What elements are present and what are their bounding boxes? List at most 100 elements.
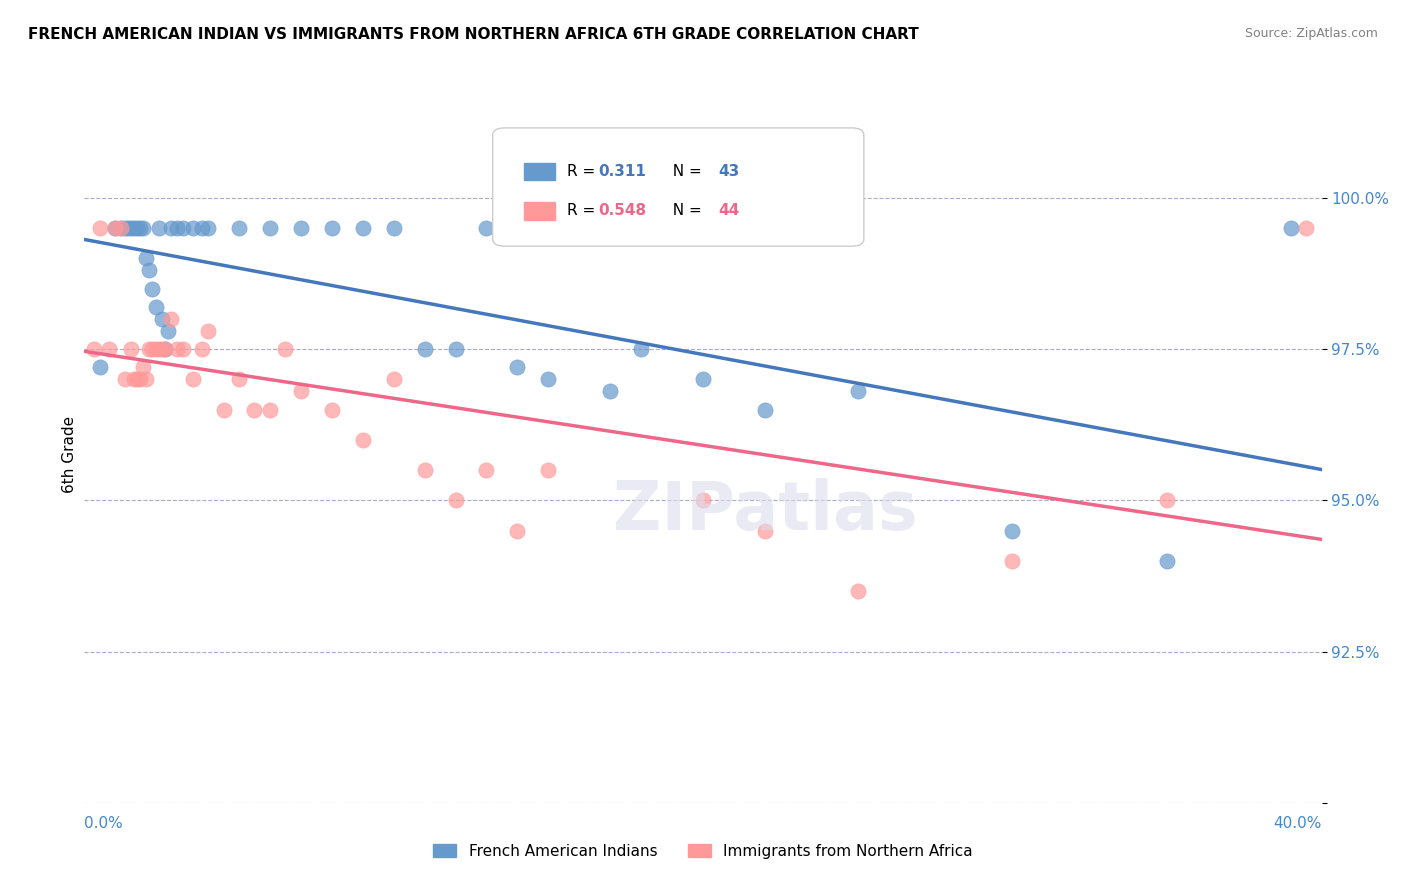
Point [135,372,157,386]
Point [754,524,776,538]
Text: 0.311: 0.311 [598,163,645,178]
Bar [523,162,554,180]
Point [153,342,176,356]
Point [506,360,529,375]
Bar [523,202,554,219]
Point [114,372,136,386]
Point [172,342,194,356]
Text: N =: N = [664,163,707,178]
Point [259,402,281,417]
Point [290,384,312,399]
Point [160,311,183,326]
Point [166,221,188,235]
Point [148,342,170,356]
Point [145,342,167,356]
Point [132,360,155,375]
Point [141,342,163,356]
Point [228,372,250,386]
Point [138,263,160,277]
Point [110,221,132,235]
Point [166,342,188,356]
Point [1001,524,1024,538]
Point [1295,221,1317,235]
Point [129,372,152,386]
Point [104,221,127,235]
Point [120,221,142,235]
Point [382,372,405,386]
Text: N =: N = [664,203,707,219]
Point [506,524,529,538]
Point [413,342,436,356]
Text: FRENCH AMERICAN INDIAN VS IMMIGRANTS FROM NORTHERN AFRICA 6TH GRADE CORRELATION : FRENCH AMERICAN INDIAN VS IMMIGRANTS FRO… [28,27,920,42]
Text: 0.0%: 0.0% [84,816,124,831]
Point [537,463,560,477]
Point [382,221,405,235]
Point [754,402,776,417]
Point [1279,221,1302,235]
Text: ZIPatlas: ZIPatlas [613,477,917,543]
Point [148,221,170,235]
Point [104,221,127,235]
Point [129,221,152,235]
Point [321,402,343,417]
Point [120,342,142,356]
Point [141,281,163,295]
Point [259,221,281,235]
Point [475,221,498,235]
Text: R =: R = [567,203,600,219]
Text: 43: 43 [718,163,740,178]
Point [135,252,157,266]
Point [1156,554,1178,568]
Point [1156,493,1178,508]
Point [630,342,652,356]
Point [125,221,148,235]
Point [125,372,148,386]
Point [228,221,250,235]
Text: 0.548: 0.548 [598,203,645,219]
Point [114,221,136,235]
Point [352,433,374,447]
Point [846,384,869,399]
Point [132,221,155,235]
Point [444,493,467,508]
Point [444,342,467,356]
Point [138,342,160,356]
Point [475,463,498,477]
Point [156,324,179,338]
Point [153,342,176,356]
Point [274,342,297,356]
Point [110,221,132,235]
Point [692,372,714,386]
Text: 40.0%: 40.0% [1274,816,1322,831]
Point [290,221,312,235]
Point [352,221,374,235]
Point [197,324,219,338]
Point [122,221,145,235]
Point [89,221,111,235]
Point [846,584,869,599]
Point [321,221,343,235]
Point [150,311,173,326]
Point [181,372,204,386]
Point [83,342,105,356]
Text: R =: R = [567,163,600,178]
Point [181,221,204,235]
Point [537,372,560,386]
Legend: French American Indians, Immigrants from Northern Africa: French American Indians, Immigrants from… [427,838,979,864]
Point [98,342,121,356]
Point [692,493,714,508]
Point [212,402,235,417]
Point [1001,554,1024,568]
Point [150,342,173,356]
Point [145,300,167,314]
FancyBboxPatch shape [492,128,863,246]
Y-axis label: 6th Grade: 6th Grade [62,417,77,493]
Text: Source: ZipAtlas.com: Source: ZipAtlas.com [1244,27,1378,40]
Point [197,221,219,235]
Point [89,360,111,375]
Point [117,221,139,235]
Point [599,384,621,399]
Point [172,221,194,235]
Point [191,221,214,235]
Point [413,463,436,477]
